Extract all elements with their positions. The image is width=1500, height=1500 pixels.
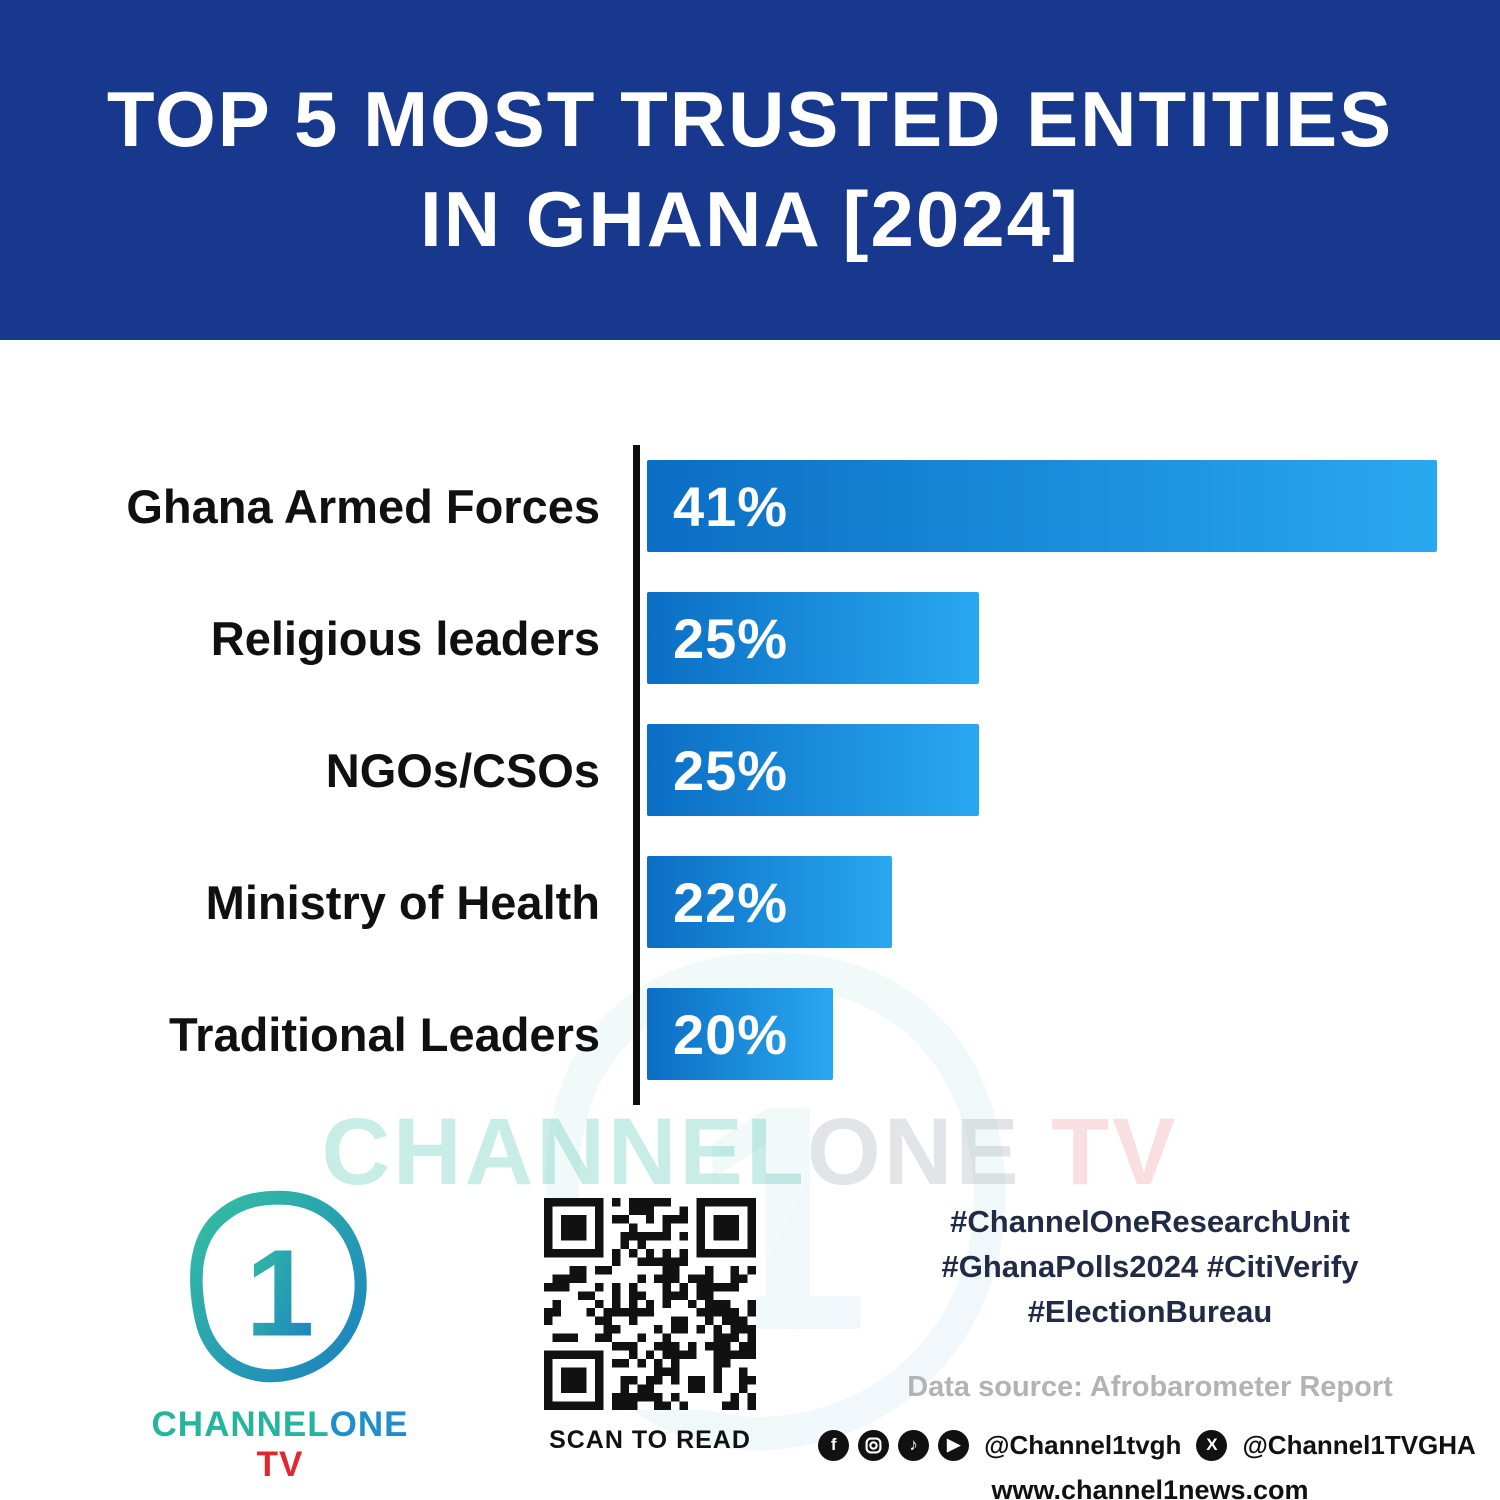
brand-wordmark: CHANNELONE TV bbox=[140, 1405, 420, 1485]
wordmark-channel: CHANNEL bbox=[151, 1405, 330, 1444]
page-title: TOP 5 MOST TRUSTED ENTITIES IN GHANA [20… bbox=[107, 70, 1393, 270]
qr-code bbox=[544, 1198, 756, 1410]
bar-value-label: 25% bbox=[673, 606, 789, 670]
bar-row: Ghana Armed Forces 41% bbox=[0, 460, 1437, 552]
data-source-label: Data source: Afrobarometer Report bbox=[907, 1370, 1393, 1403]
bar-track: 25% bbox=[647, 592, 1437, 684]
bar-row: Traditional Leaders 20% bbox=[0, 988, 1437, 1080]
hashtag-line: #ElectionBureau bbox=[1027, 1293, 1273, 1329]
header-banner: TOP 5 MOST TRUSTED ENTITIES IN GHANA [20… bbox=[0, 0, 1500, 340]
bar-value-label: 25% bbox=[673, 738, 789, 802]
bar-row: Religious leaders 25% bbox=[0, 592, 1437, 684]
bar-track: 41% bbox=[647, 460, 1437, 552]
bar: 20% bbox=[647, 988, 833, 1080]
bar: 25% bbox=[647, 724, 979, 816]
bar: 22% bbox=[647, 856, 892, 948]
bar-track: 20% bbox=[647, 988, 1437, 1080]
channel-one-logo-icon: 1 bbox=[180, 1185, 380, 1395]
bar-row: NGOs/CSOs 25% bbox=[0, 724, 1437, 816]
tiktok-icon: ♪ bbox=[898, 1429, 930, 1461]
bar-value-label: 20% bbox=[673, 1002, 789, 1066]
wordmark-tv: TV bbox=[256, 1445, 304, 1484]
hashtag-line: #GhanaPolls2024 #CitiVerify bbox=[941, 1248, 1359, 1284]
category-label: Religious leaders bbox=[210, 611, 600, 665]
bar-value-label: 22% bbox=[673, 870, 789, 934]
bar-track: 22% bbox=[647, 856, 1437, 948]
page-title-line1: TOP 5 MOST TRUSTED ENTITIES bbox=[106, 75, 1394, 164]
instagram-icon bbox=[858, 1429, 890, 1461]
social-row: f ♪ ▶ @Channel1tvgh X @Channel1TVGHA bbox=[818, 1429, 1482, 1461]
qr-caption: SCAN TO READ bbox=[549, 1426, 751, 1454]
x-icon: X bbox=[1196, 1429, 1228, 1461]
bar: 25% bbox=[647, 592, 979, 684]
website-url: www.channel1news.com bbox=[991, 1474, 1309, 1500]
youtube-icon: ▶ bbox=[938, 1429, 970, 1461]
footer-info-block: #ChannelOneResearchUnit #GhanaPolls2024 #… bbox=[818, 1200, 1476, 1500]
social-handle-x: @Channel1TVGHA bbox=[1242, 1429, 1476, 1460]
category-label: NGOs/CSOs bbox=[325, 743, 600, 797]
bar-row: Ministry of Health 22% bbox=[0, 856, 1437, 948]
brand-logo-block: 1 CHANNELONE TV bbox=[140, 1185, 420, 1485]
bar-value-label: 41% bbox=[673, 474, 789, 538]
category-label: Traditional Leaders bbox=[169, 1007, 600, 1061]
qr-block: SCAN TO READ bbox=[540, 1198, 760, 1455]
chart-rows: Ghana Armed Forces 41% Religious leaders 25… bbox=[0, 460, 1437, 1080]
bar-chart: 1 Ghana Armed Forces 41% Religious leaders… bbox=[0, 440, 1500, 1451]
wordmark-one: ONE bbox=[329, 1405, 409, 1444]
chart-axis-line bbox=[633, 445, 640, 1105]
watermark-part2: ONE bbox=[806, 1099, 1022, 1205]
facebook-icon: f bbox=[818, 1429, 850, 1461]
page-title-line2: IN GHANA [2024] bbox=[420, 175, 1080, 263]
hashtag-line: #ChannelOneResearchUnit bbox=[950, 1204, 1350, 1239]
bar-track: 25% bbox=[647, 724, 1437, 816]
watermark-part3: TV bbox=[1021, 1099, 1179, 1205]
social-handle-primary: @Channel1tvgh bbox=[984, 1429, 1182, 1460]
logo-numeral: 1 bbox=[246, 1224, 315, 1362]
category-label: Ministry of Health bbox=[205, 875, 600, 929]
category-label: Ghana Armed Forces bbox=[126, 479, 600, 533]
bar: 41% bbox=[647, 460, 1437, 552]
hashtags: #ChannelOneResearchUnit #GhanaPolls2024 #… bbox=[942, 1200, 1359, 1335]
